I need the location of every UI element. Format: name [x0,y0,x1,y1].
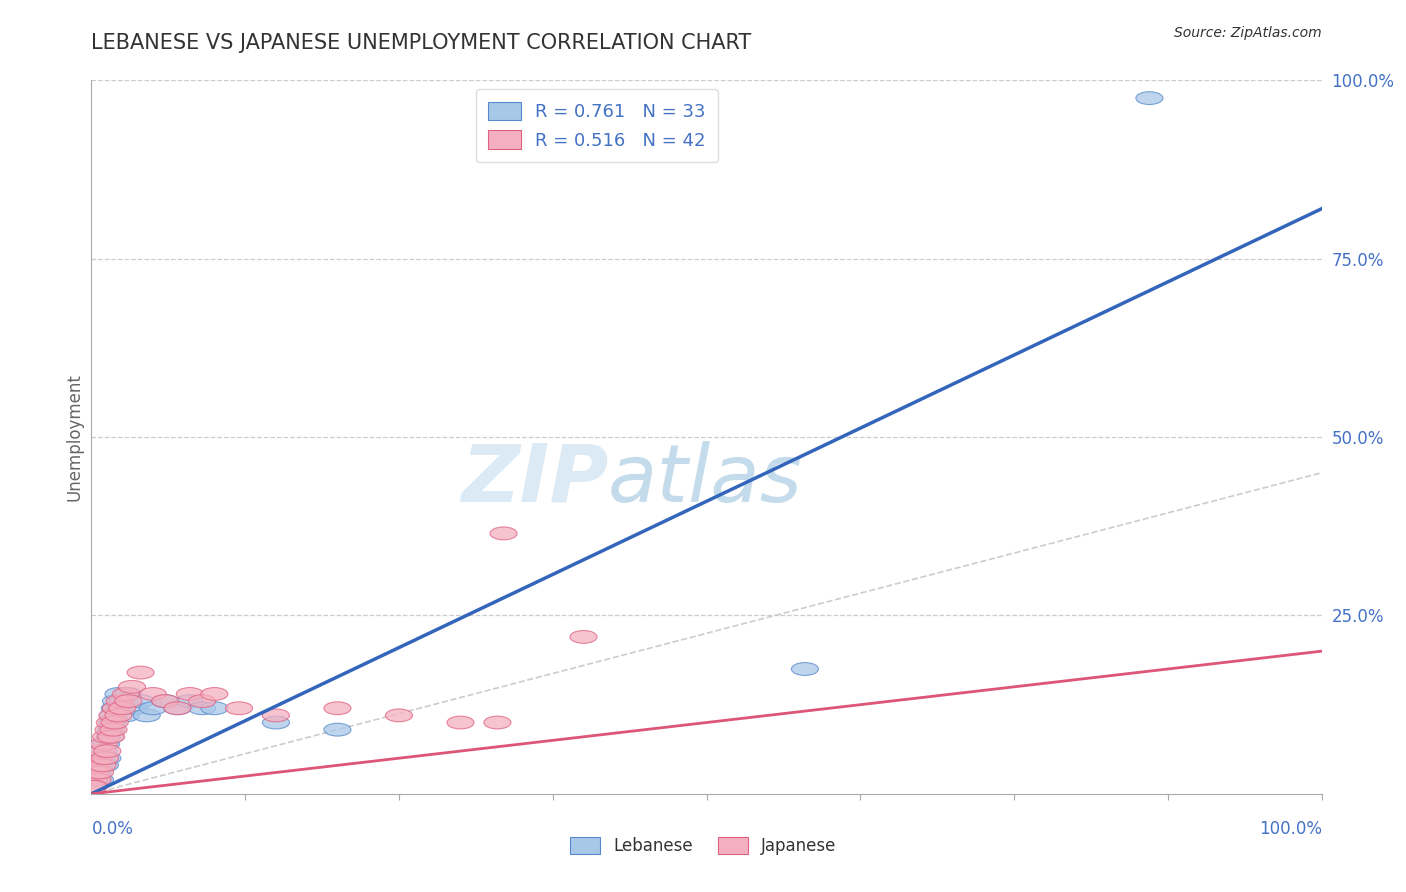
Ellipse shape [103,702,129,714]
Ellipse shape [107,702,134,714]
Ellipse shape [176,695,204,707]
Y-axis label: Unemployment: Unemployment [65,373,83,501]
Ellipse shape [96,731,124,743]
Ellipse shape [82,766,108,779]
Ellipse shape [84,766,111,779]
Ellipse shape [165,702,191,714]
Ellipse shape [263,709,290,722]
Ellipse shape [118,681,146,693]
Ellipse shape [97,731,125,743]
Ellipse shape [87,752,115,764]
Ellipse shape [101,716,128,729]
Ellipse shape [792,663,818,675]
Ellipse shape [86,759,112,772]
Legend: Lebanese, Japanese: Lebanese, Japanese [562,830,844,862]
Ellipse shape [121,702,148,714]
Ellipse shape [127,666,155,679]
Ellipse shape [96,716,124,729]
Ellipse shape [134,709,160,722]
Ellipse shape [91,759,118,772]
Ellipse shape [103,695,129,707]
Ellipse shape [201,688,228,700]
Ellipse shape [87,745,115,757]
Ellipse shape [80,780,107,793]
Ellipse shape [101,702,128,714]
Ellipse shape [569,631,598,643]
Ellipse shape [90,745,117,757]
Ellipse shape [100,709,127,722]
Ellipse shape [89,759,115,772]
Ellipse shape [105,709,132,722]
Ellipse shape [83,759,110,772]
Ellipse shape [115,688,142,700]
Ellipse shape [225,702,253,714]
Ellipse shape [82,773,108,786]
Ellipse shape [484,716,510,729]
Text: Source: ZipAtlas.com: Source: ZipAtlas.com [1174,27,1322,40]
Ellipse shape [107,695,134,707]
Ellipse shape [152,695,179,707]
Ellipse shape [188,702,215,714]
Ellipse shape [96,723,122,736]
Ellipse shape [447,716,474,729]
Ellipse shape [84,773,111,786]
Ellipse shape [263,716,290,729]
Ellipse shape [80,773,107,786]
Ellipse shape [93,731,120,743]
Ellipse shape [188,695,215,707]
Ellipse shape [91,752,118,764]
Ellipse shape [100,723,127,736]
Ellipse shape [98,709,127,722]
Ellipse shape [86,752,112,764]
Ellipse shape [108,695,135,707]
Text: 0.0%: 0.0% [91,820,134,838]
Ellipse shape [165,702,191,714]
Ellipse shape [97,723,125,736]
Ellipse shape [94,752,121,764]
Ellipse shape [79,780,107,793]
Text: LEBANESE VS JAPANESE UNEMPLOYMENT CORRELATION CHART: LEBANESE VS JAPANESE UNEMPLOYMENT CORREL… [91,33,752,53]
Ellipse shape [127,695,155,707]
Text: 100.0%: 100.0% [1258,820,1322,838]
Ellipse shape [108,702,135,714]
Text: ZIP: ZIP [461,441,607,519]
Ellipse shape [152,695,179,707]
Ellipse shape [201,702,228,714]
Ellipse shape [105,688,132,700]
Ellipse shape [323,702,352,714]
Ellipse shape [115,695,142,707]
Ellipse shape [1136,92,1163,104]
Ellipse shape [112,709,139,722]
Ellipse shape [176,688,204,700]
Ellipse shape [112,688,139,700]
Ellipse shape [87,773,114,786]
Ellipse shape [139,702,166,714]
Ellipse shape [139,688,166,700]
Ellipse shape [98,716,127,729]
Ellipse shape [323,723,352,736]
Ellipse shape [87,766,114,779]
Ellipse shape [385,709,412,722]
Ellipse shape [93,738,120,750]
Ellipse shape [94,745,121,757]
Legend: R = 0.761   N = 33, R = 0.516   N = 42: R = 0.761 N = 33, R = 0.516 N = 42 [475,89,718,162]
Ellipse shape [90,738,117,750]
Ellipse shape [489,527,517,540]
Text: atlas: atlas [607,441,803,519]
